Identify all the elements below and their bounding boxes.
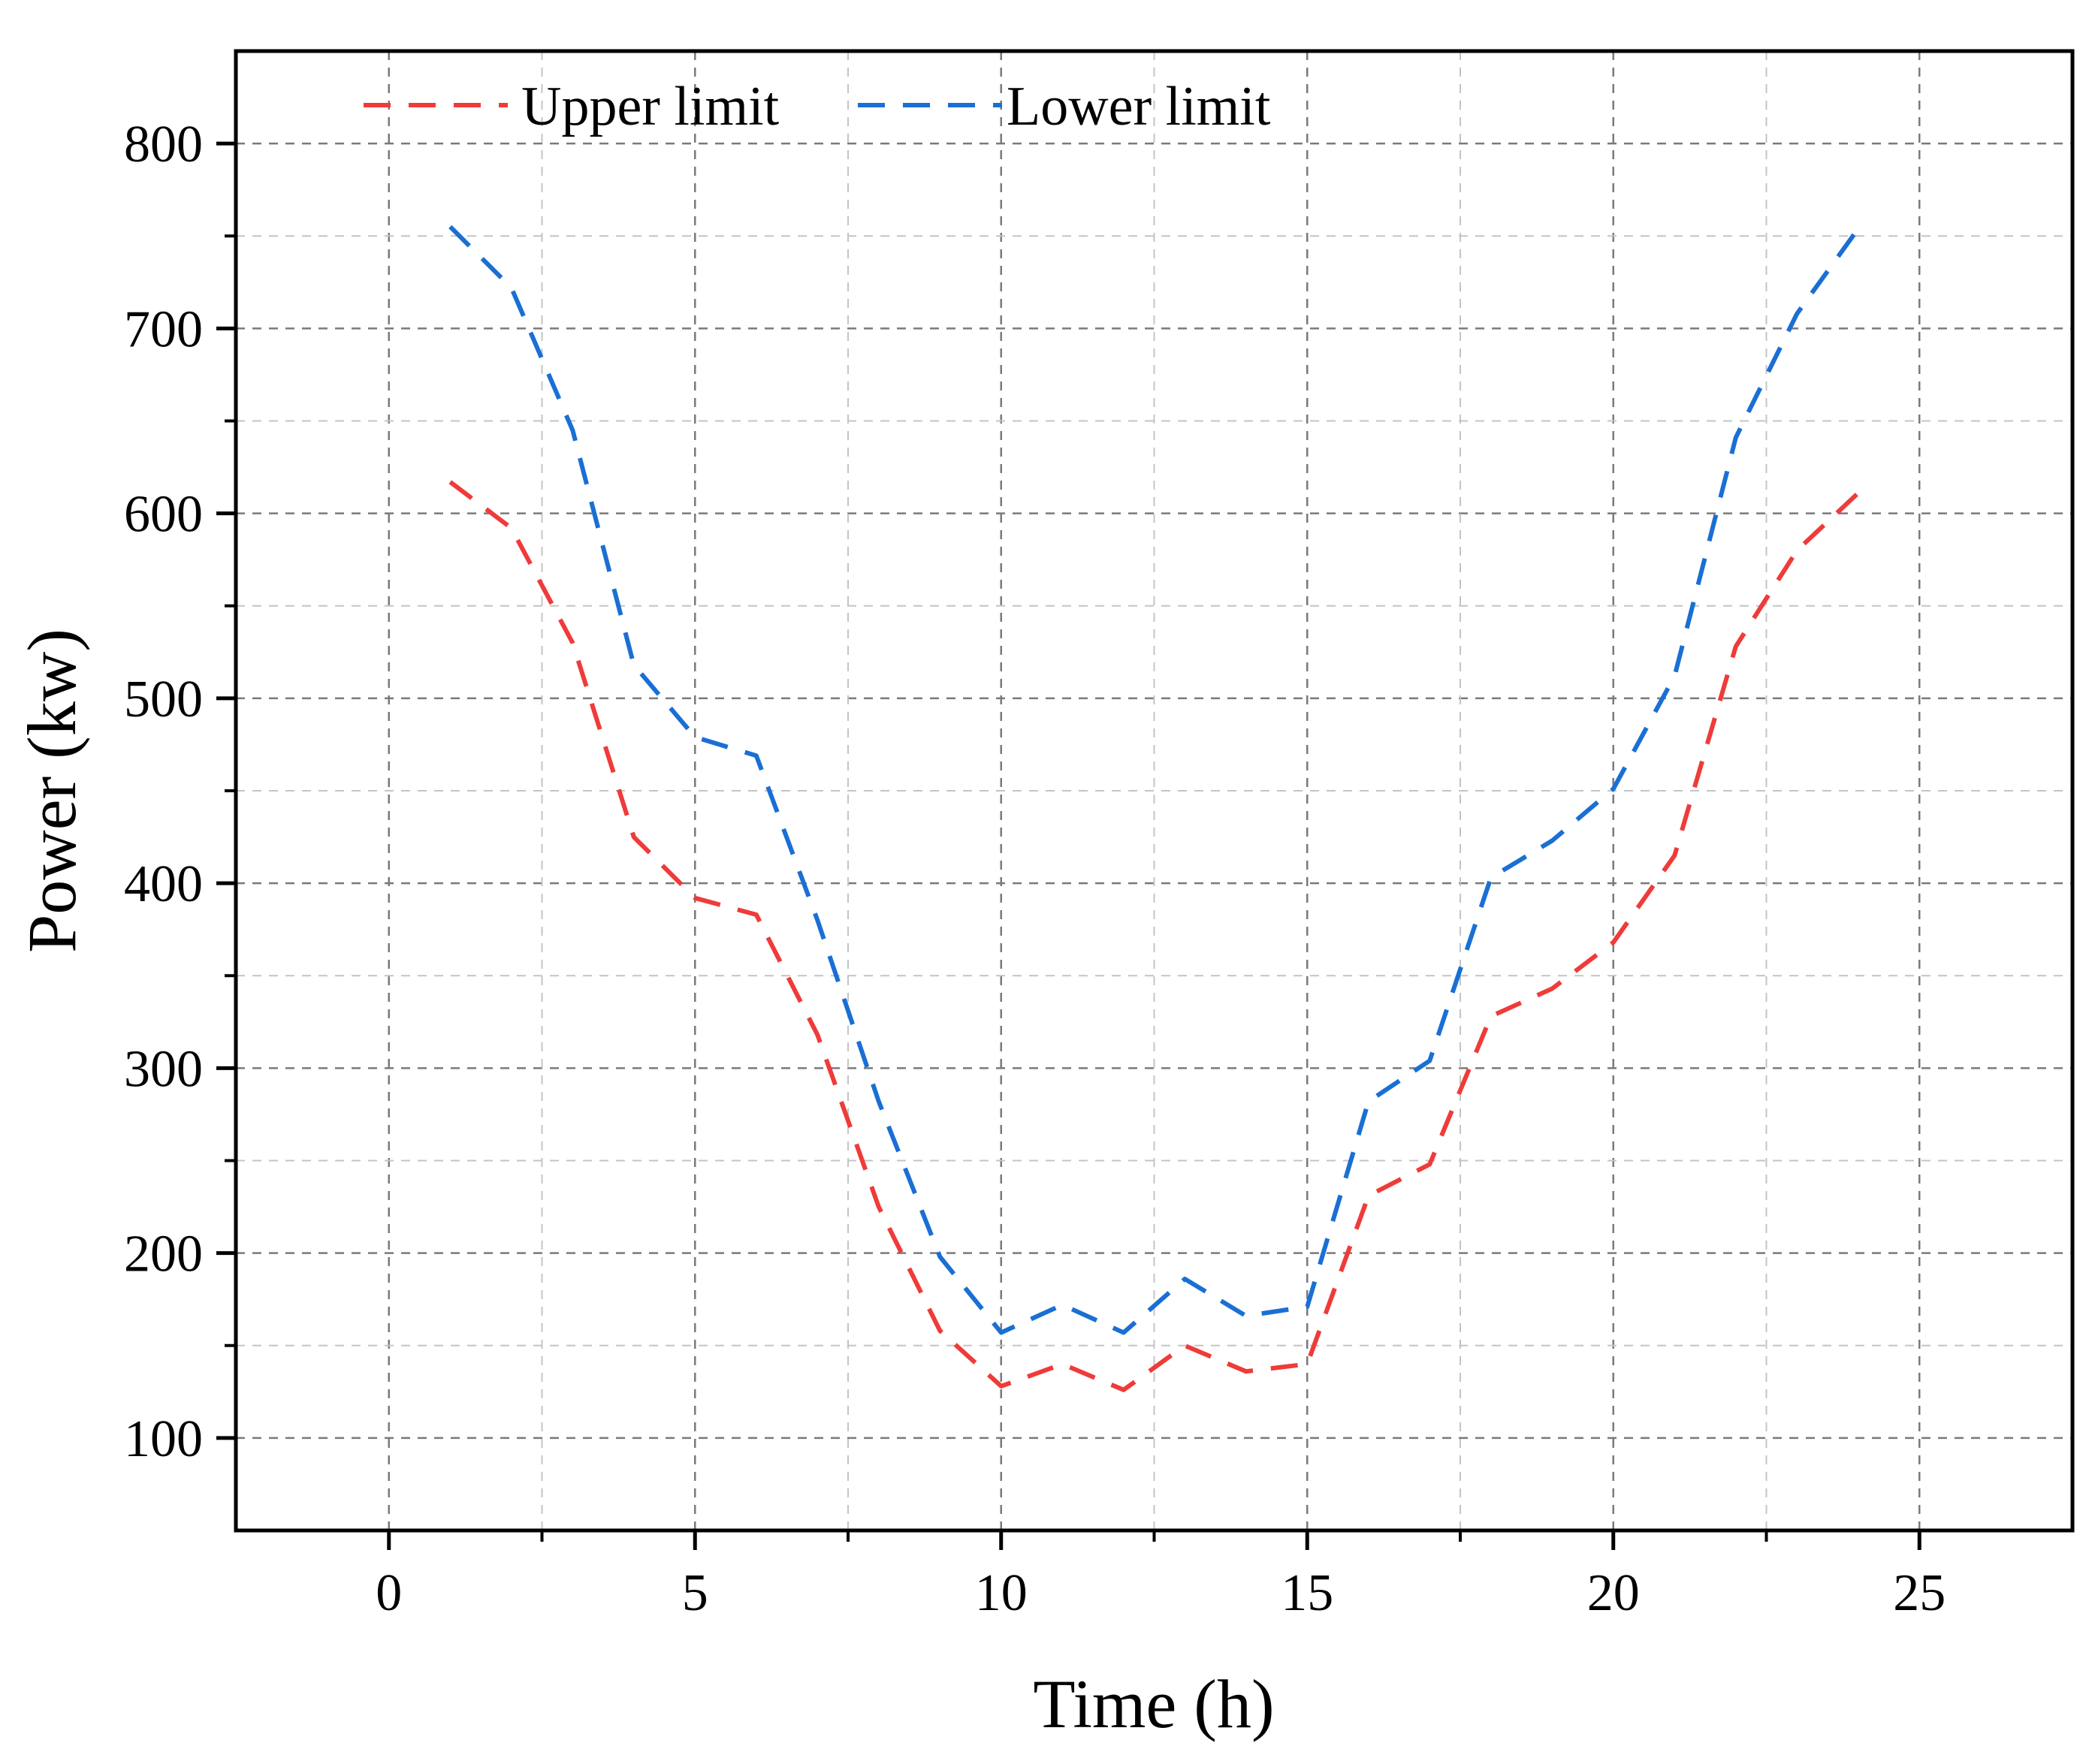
x-tick-label: 10 [975,1564,1028,1622]
y-tick-label: 700 [124,300,203,358]
grid [236,51,2072,1530]
x-tick-label: 25 [1893,1564,1946,1622]
y-tick-label: 300 [124,1040,203,1098]
x-tick-label: 0 [376,1564,402,1622]
y-tick-label: 800 [124,116,203,173]
tick-labels: 0 5 10 15 20 25 100 200 300 400 500 600 700 800 [124,116,1946,1622]
x-tick-label: 5 [682,1564,708,1622]
legend-lower-limit-label: Lower limit [1007,76,1271,137]
upper-limit-line [448,480,1860,1392]
legend: Upper limit Lower limit [364,76,1271,137]
y-tick-label: 500 [124,671,203,728]
y-tick-label: 400 [124,855,203,913]
y-tick-label: 100 [124,1410,203,1468]
y-tick-label: 200 [124,1226,203,1283]
y-axis-title: Power (kw) [14,629,90,953]
x-tick-label: 15 [1281,1564,1333,1622]
lower-limit-line [448,225,1861,1335]
y-tick-label: 600 [124,486,203,544]
axis-ticks [216,141,1921,1550]
x-axis-title: Time (h) [1033,1666,1274,1742]
series-lines [448,225,1861,1392]
legend-upper-limit-label: Upper limit [521,76,780,137]
x-tick-label: 20 [1587,1564,1640,1622]
